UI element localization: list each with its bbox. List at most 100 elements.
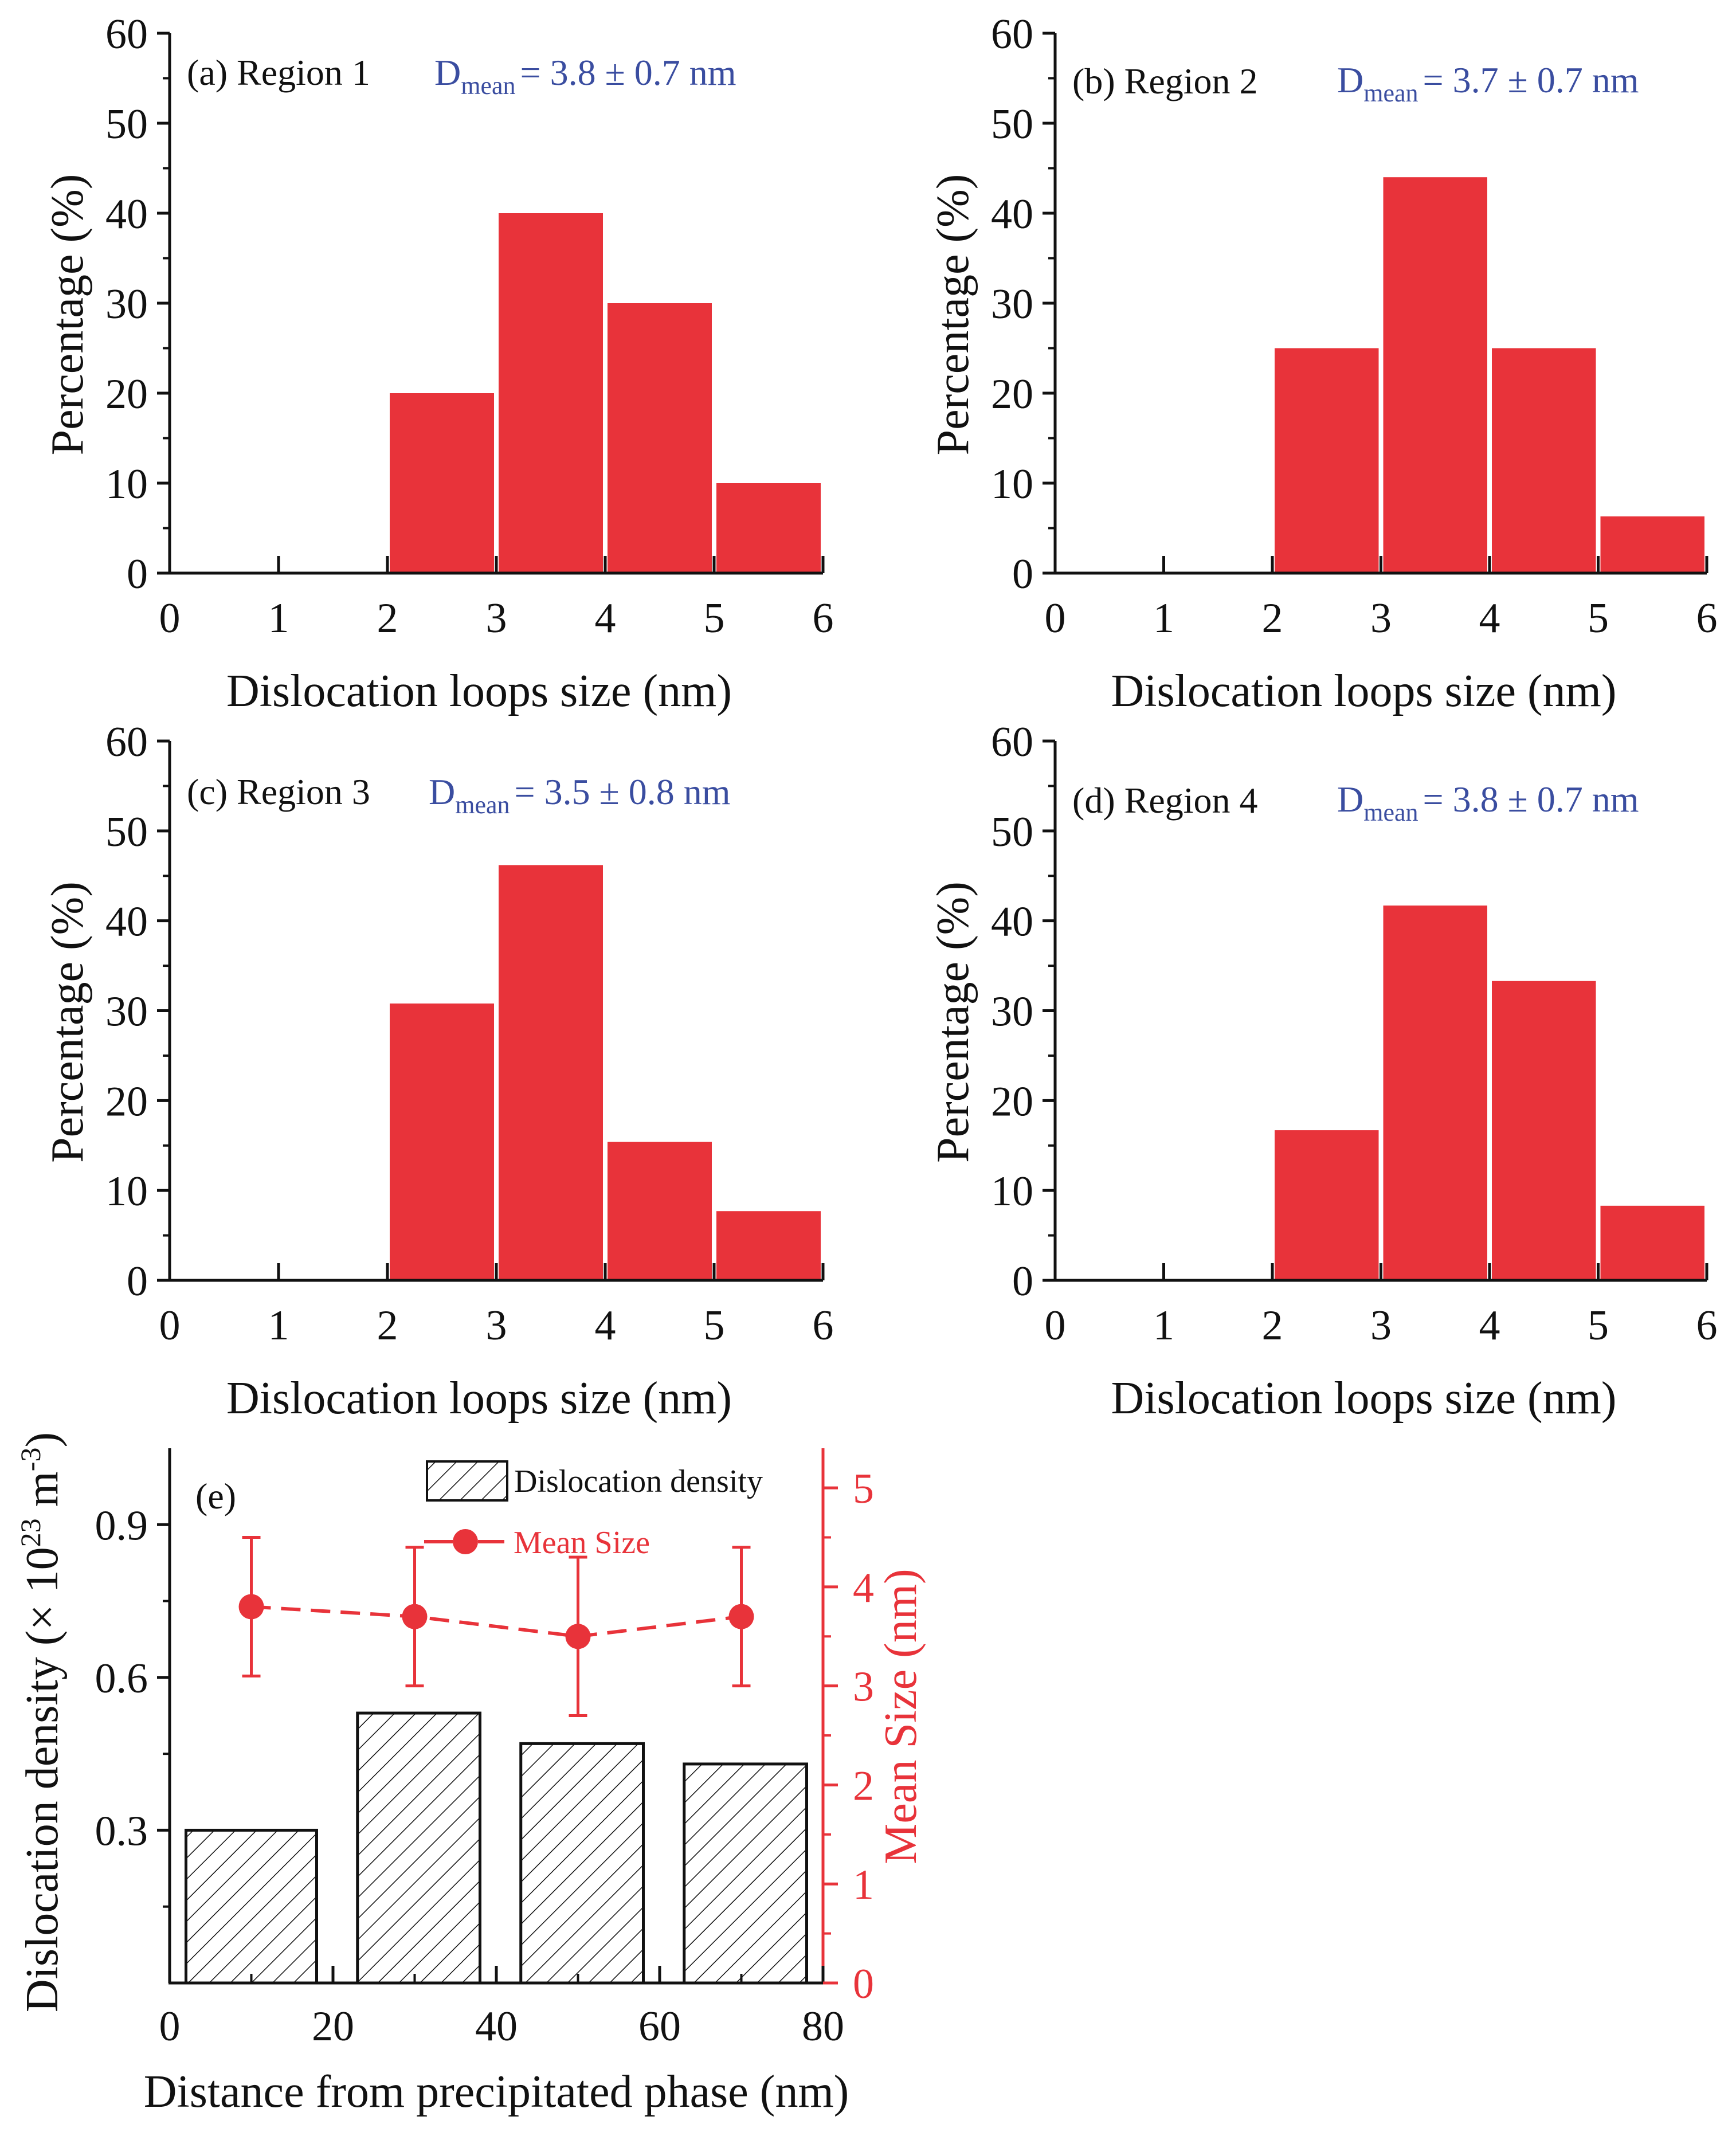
y-axis-title-a: Percentage (%) [42, 174, 93, 456]
x-axis-title-e: Distance from precipitated phase (nm) [144, 2067, 849, 2117]
y-axis-title-d: Percentage (%) [928, 881, 978, 1163]
x-tick-label: 2 [377, 595, 398, 642]
y2-tick-label: 3 [853, 1664, 874, 1711]
hist-bar [390, 1003, 494, 1280]
x-tick-label: 1 [1153, 595, 1174, 642]
x-tick-label: 4 [1479, 595, 1500, 642]
x-tick-label: 0 [159, 2003, 181, 2050]
hist-bar [499, 865, 603, 1280]
x-tick-label: 20 [312, 2003, 354, 2050]
mean-size-point [402, 1604, 428, 1629]
x-axis-title-c: Dislocation loops size (nm) [226, 1373, 732, 1424]
hist-bar [1600, 516, 1704, 573]
legend-density-swatch [426, 1460, 508, 1502]
x-tick-label: 4 [595, 1302, 616, 1349]
legend-size-label: Mean Size [514, 1525, 650, 1561]
y-tick-label: 60 [991, 11, 1033, 58]
hist-bar [716, 483, 821, 573]
x-tick-label: 4 [595, 595, 616, 642]
x-tick-label: 40 [475, 2003, 518, 2050]
y-tick-label: 60 [105, 719, 148, 766]
density-bar [519, 1742, 645, 1985]
x-tick-label: 6 [813, 595, 834, 642]
panel-label-e: (e) [195, 1476, 236, 1516]
x-tick-label: 0 [159, 1302, 181, 1349]
y-tick-label: 40 [105, 899, 148, 946]
y-tick-label: 20 [105, 371, 148, 418]
y-tick-label: 0.9 [95, 1502, 148, 1549]
y-tick-label: 40 [991, 191, 1033, 238]
y-axis-title-b: Percentage (%) [928, 174, 978, 456]
y-tick-label: 20 [991, 371, 1033, 418]
x-tick-label: 0 [1045, 595, 1066, 642]
hist-bar [1492, 348, 1596, 573]
y2-tick-label: 5 [853, 1465, 874, 1512]
hist-bars [390, 213, 821, 573]
y-tick-label: 30 [105, 281, 148, 328]
y-tick-label: 10 [991, 461, 1033, 508]
hist-bars [1275, 906, 1704, 1280]
y-tick-label: 50 [991, 101, 1033, 148]
panel-label-d: (d) Region 4 [1072, 780, 1258, 821]
y-tick-label: 50 [991, 809, 1033, 856]
mean-size-series [238, 1536, 754, 1717]
y-tick-label: 50 [105, 809, 148, 856]
x-tick-label: 2 [1262, 1302, 1283, 1349]
x-tick-label: 2 [377, 1302, 398, 1349]
legend-density-label: Dislocation density [514, 1464, 763, 1499]
x-tick-label: 5 [704, 1302, 725, 1349]
y-tick-label: 0 [127, 1258, 148, 1305]
x-tick-label: 5 [704, 595, 725, 642]
x-axis-title-b: Dislocation loops size (nm) [1111, 666, 1616, 716]
hist-bar [499, 213, 603, 573]
hist-bar [1383, 177, 1487, 573]
x-axis-title-d: Dislocation loops size (nm) [1111, 1373, 1616, 1424]
legend-size-marker [453, 1529, 478, 1554]
y-tick-label: 0 [1012, 551, 1033, 598]
y-tick-label: 60 [105, 11, 148, 58]
y-tick-label: 30 [105, 989, 148, 1036]
y-tick-label: 10 [991, 1168, 1033, 1215]
y-axis-title-e: Dislocation density (× 1023 m-3) [14, 1432, 68, 2012]
hist-bar [1600, 1205, 1704, 1280]
y-tick-label: 20 [991, 1078, 1033, 1125]
x-tick-label: 5 [1588, 1302, 1609, 1349]
y2-tick-label: 1 [853, 1861, 874, 1908]
y-axis-title-c: Percentage (%) [42, 881, 93, 1163]
x-tick-label: 1 [268, 595, 289, 642]
x-tick-label: 80 [802, 2003, 844, 2050]
y-tick-label: 60 [991, 719, 1033, 766]
y-tick-label: 0.3 [95, 1808, 148, 1855]
x-tick-label: 2 [1262, 595, 1283, 642]
y-tick-label: 0.6 [95, 1655, 148, 1702]
y-tick-label: 20 [105, 1078, 148, 1125]
hist-bar [1275, 1130, 1379, 1280]
y2-tick-label: 0 [853, 1961, 874, 2008]
y2-tick-label: 4 [853, 1565, 874, 1612]
y-tick-label: 10 [105, 461, 148, 508]
x-tick-label: 6 [1696, 595, 1718, 642]
density-bars [185, 1711, 808, 1985]
x-tick-label: 3 [1370, 1302, 1392, 1349]
x-tick-label: 1 [1153, 1302, 1174, 1349]
dmean-annotation-c: Dmean = 3.5 ± 0.8 nm [429, 771, 731, 819]
y-tick-label: 40 [991, 899, 1033, 946]
hist-bar [608, 303, 712, 573]
hist-bars [1275, 177, 1704, 573]
panel-label-b: (b) Region 2 [1072, 61, 1258, 101]
dmean-annotation-d: Dmean = 3.8 ± 0.7 nm [1337, 779, 1639, 826]
x-tick-label: 0 [159, 595, 181, 642]
y-tick-label: 30 [991, 281, 1033, 328]
y2-tick-label: 2 [853, 1762, 874, 1809]
panel-e-density-chart: 0 20 40 60 80 0.3 0.6 0.9 0 1 2 3 4 5 (e) Dislocation… [14, 1432, 926, 2117]
y-tick-label: 30 [991, 989, 1033, 1036]
x-tick-label: 1 [268, 1302, 289, 1349]
y-tick-label: 0 [1012, 1258, 1033, 1305]
hist-bars [390, 865, 821, 1280]
